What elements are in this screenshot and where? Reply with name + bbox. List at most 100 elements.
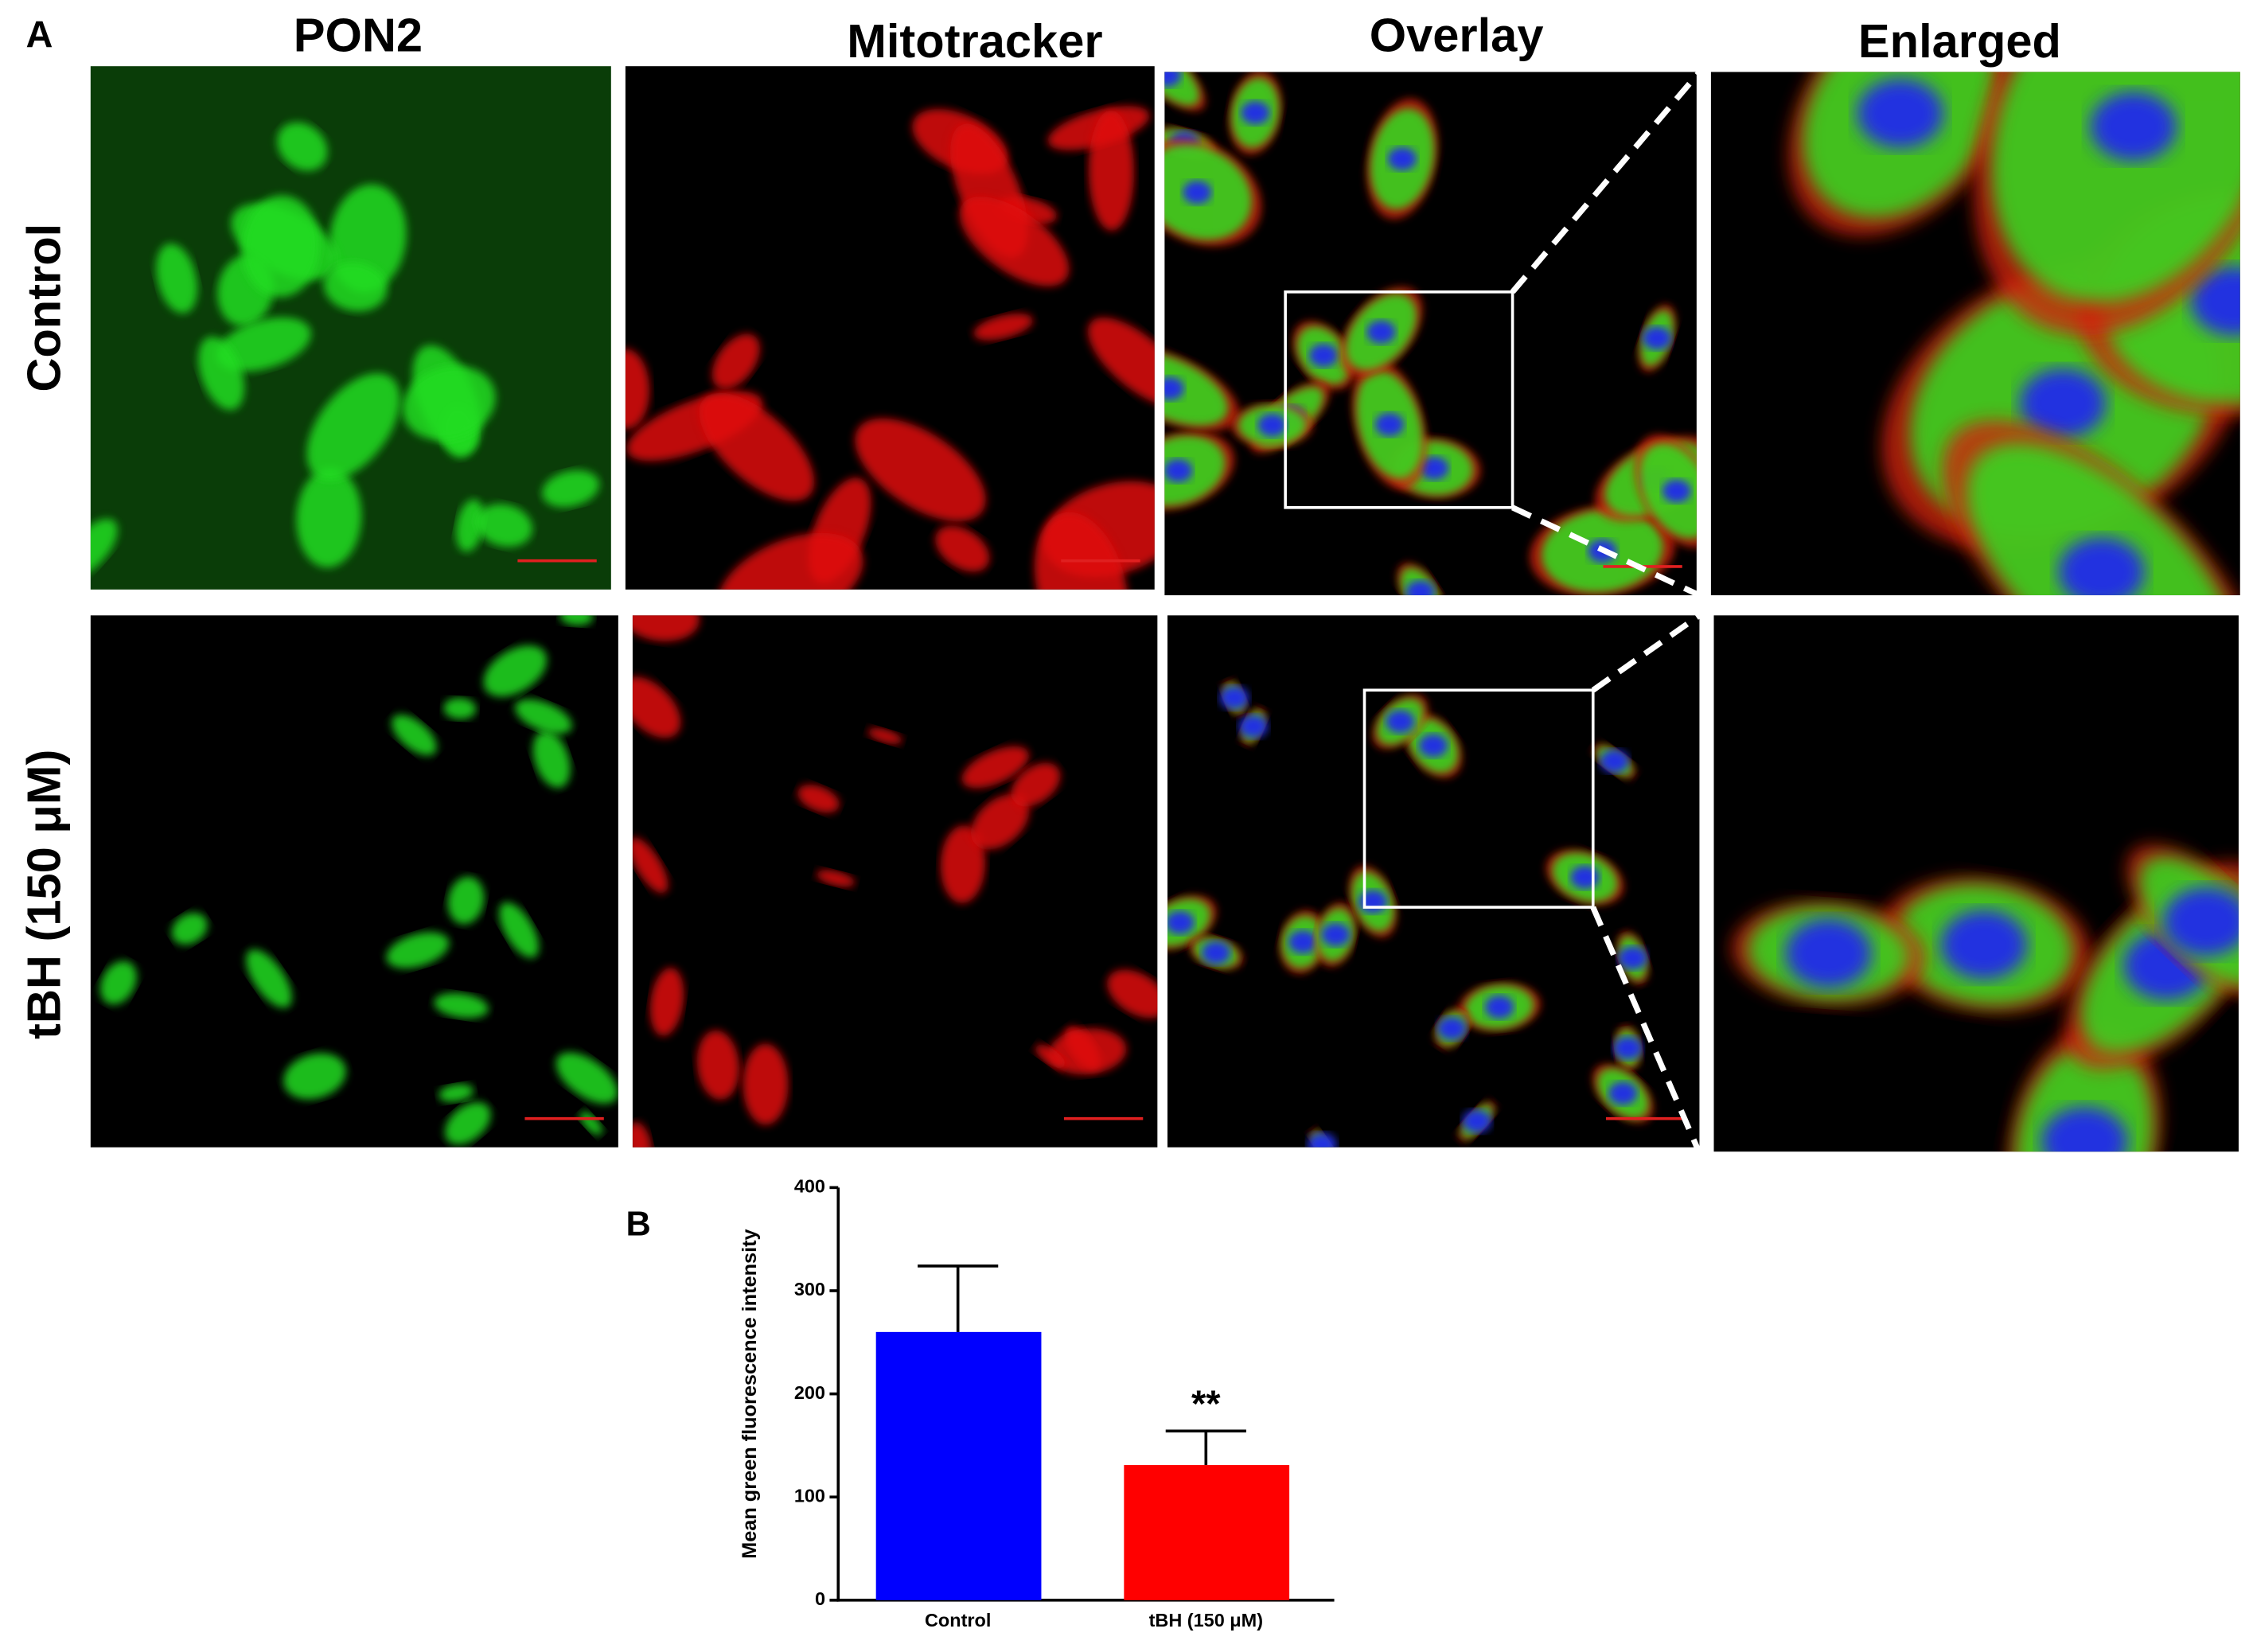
significance: **	[1191, 1382, 1221, 1424]
cell	[476, 504, 533, 547]
cell	[935, 525, 990, 572]
nucleus	[1642, 326, 1672, 350]
cell	[971, 794, 1030, 850]
nucleus	[1405, 580, 1435, 596]
cells	[625, 106, 1155, 590]
bar	[1124, 1465, 1290, 1600]
cell	[632, 1121, 652, 1147]
nucleus	[1387, 147, 1417, 171]
x-tick-label: tBH (150 μM)	[1149, 1610, 1263, 1631]
cell	[90, 518, 118, 578]
zoom-connector	[1510, 70, 1702, 294]
y-tick-label: 0	[815, 1588, 825, 1609]
cell	[283, 1053, 346, 1100]
cell	[483, 645, 548, 697]
cell	[1107, 969, 1158, 1019]
micrograph	[1164, 72, 1697, 596]
nucleus	[1618, 946, 1647, 970]
nucleus	[1485, 995, 1514, 1019]
y-axis-title: Mean green fluorescence intensity	[739, 1229, 761, 1558]
cell	[198, 337, 245, 411]
cell	[959, 197, 1070, 286]
y-tick-label: 200	[794, 1382, 825, 1403]
nucleus	[1940, 910, 2028, 980]
micrographs	[90, 66, 2240, 1155]
cell	[532, 731, 571, 789]
cell	[1048, 1028, 1127, 1075]
cell	[542, 469, 599, 508]
cell	[632, 615, 700, 641]
cell	[499, 902, 540, 958]
cells	[632, 615, 1158, 1147]
cell	[961, 746, 1030, 789]
nucleus	[1358, 890, 1388, 914]
cell	[241, 195, 321, 298]
zoom-connector	[1590, 906, 1702, 1155]
cell	[444, 1101, 491, 1145]
cell	[447, 876, 485, 925]
nucleus	[1857, 79, 1943, 148]
nucleus	[1386, 710, 1415, 734]
zoom-box	[1284, 290, 1514, 509]
cell	[156, 244, 198, 314]
micrograph	[1167, 615, 1700, 1147]
cell	[277, 122, 328, 171]
cells	[1167, 680, 1654, 1147]
nucleus	[1437, 1016, 1467, 1040]
nucleus	[1219, 686, 1249, 710]
cell	[386, 932, 450, 968]
micrograph	[632, 615, 1158, 1147]
row-label: tBH (150 μM)	[17, 750, 70, 1039]
nucleus	[1785, 918, 1872, 988]
row-label: Control	[17, 224, 70, 392]
nucleus	[1257, 413, 1287, 437]
nucleus	[1288, 930, 1318, 954]
cell	[514, 699, 572, 734]
cell	[1088, 110, 1135, 231]
nucleus	[1309, 344, 1339, 368]
cell	[797, 785, 840, 813]
column-header: Enlarged	[1858, 14, 2061, 68]
column-header: PON2	[294, 9, 423, 62]
micrograph	[90, 615, 618, 1147]
nucleus	[1238, 715, 1269, 738]
nucleus	[2090, 92, 2177, 162]
nucleus	[2041, 1107, 2128, 1152]
nucleus	[1164, 459, 1193, 482]
nucleus	[1366, 320, 1396, 344]
cell	[392, 715, 437, 756]
nucleus	[1164, 72, 1182, 87]
cell	[434, 992, 489, 1019]
bar	[875, 1331, 1042, 1600]
bar-chart: B Mean green fluorescence intensity 0 100 20…	[626, 1176, 1335, 1631]
nucleus	[1308, 1132, 1337, 1147]
nucleus	[1241, 101, 1270, 125]
nucleus	[1321, 923, 1351, 947]
micrograph	[1710, 72, 2240, 596]
cell	[743, 1043, 789, 1125]
cell	[1087, 317, 1155, 407]
nucleus	[1462, 1109, 1491, 1133]
cell	[649, 968, 684, 1036]
nucleus	[2058, 537, 2145, 596]
cell	[1035, 1044, 1066, 1069]
nucleus	[1608, 1081, 1638, 1105]
nucleus	[1374, 413, 1404, 436]
nucleus	[2019, 368, 2107, 438]
nucleus	[1202, 941, 1231, 964]
x-tick-label: Control	[925, 1610, 991, 1631]
column-header: Overlay	[1370, 9, 1544, 62]
cell	[711, 333, 760, 390]
y-tick-label: 300	[794, 1279, 825, 1299]
cells	[90, 122, 599, 578]
cell	[625, 349, 650, 430]
nucleus	[1420, 456, 1449, 480]
zoom-connector	[1591, 613, 1701, 693]
cell	[246, 949, 292, 1008]
cell	[855, 418, 986, 522]
cell	[555, 1052, 618, 1104]
micrograph	[1713, 615, 2239, 1152]
cell	[1034, 512, 1128, 590]
cell	[632, 837, 668, 894]
